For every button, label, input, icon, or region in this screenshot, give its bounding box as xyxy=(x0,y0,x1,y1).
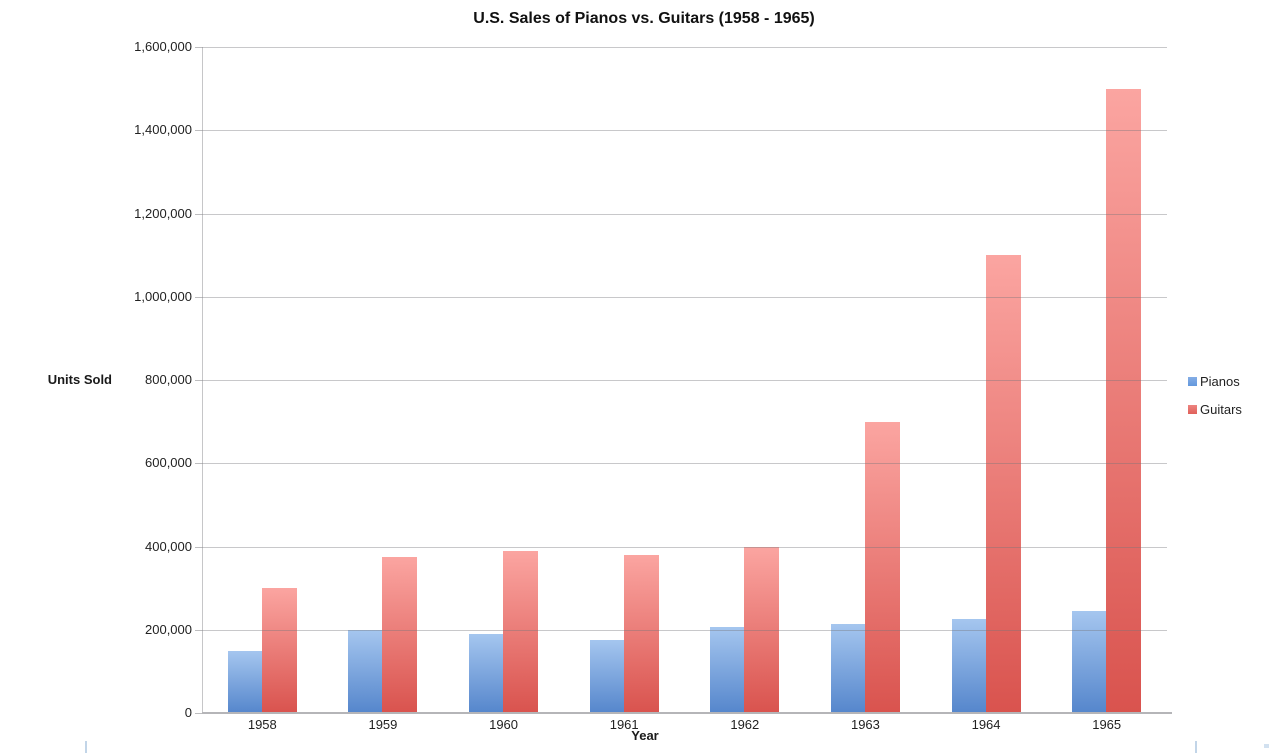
gridline xyxy=(202,130,1167,132)
y-tick-mark xyxy=(195,546,202,548)
y-tick-mark xyxy=(195,130,202,132)
legend-item-guitars: Guitars xyxy=(1188,399,1242,419)
x-tick-label: 1959 xyxy=(368,717,398,732)
legend-label: Guitars xyxy=(1200,401,1242,417)
x-tick-label: 1962 xyxy=(730,717,760,732)
gridline xyxy=(202,380,1167,381)
y-tick-mark xyxy=(195,629,202,631)
y-tick-label: 1,400,000 xyxy=(134,122,192,138)
y-axis-line xyxy=(202,47,203,713)
legend-swatch-pianos xyxy=(1188,376,1197,386)
x-axis-line xyxy=(202,712,1172,714)
bar-pianos-1960 xyxy=(469,633,504,713)
y-tick-mark xyxy=(195,713,202,714)
y-tick-label: 600,000 xyxy=(145,455,192,471)
gridline xyxy=(202,213,1167,215)
legend: Pianos Guitars xyxy=(1188,371,1242,427)
y-tick-label: 200,000 xyxy=(145,621,192,637)
bar-pianos-1959 xyxy=(348,629,383,713)
y-axis-title: Units Sold xyxy=(47,372,112,387)
selection-handle-artifact xyxy=(1195,741,1197,753)
x-tick-label: 1963 xyxy=(850,717,880,732)
y-tick-mark xyxy=(195,47,202,48)
bar-pianos-1965 xyxy=(1072,611,1107,713)
bar-guitars-1959 xyxy=(382,556,418,713)
y-tick-label: 0 xyxy=(184,705,192,720)
bar-guitars-1965 xyxy=(1106,88,1142,713)
gridline xyxy=(202,629,1167,631)
bar-guitars-1962 xyxy=(744,546,780,713)
bar-guitars-1961 xyxy=(623,554,659,713)
x-tick-label: 1964 xyxy=(971,717,1001,732)
y-tick-mark xyxy=(195,213,202,215)
bar-guitars-1963 xyxy=(864,421,900,713)
legend-label: Pianos xyxy=(1200,373,1240,389)
bar-pianos-1961 xyxy=(589,640,624,713)
y-tick-mark xyxy=(195,296,202,298)
bar-guitars-1960 xyxy=(503,550,539,713)
legend-item-pianos: Pianos xyxy=(1188,371,1242,391)
gridline xyxy=(202,296,1167,298)
x-axis-title: Year xyxy=(631,728,659,743)
gridline xyxy=(202,47,1167,48)
gridline xyxy=(202,463,1167,465)
y-tick-label: 1,200,000 xyxy=(134,205,192,221)
y-tick-mark xyxy=(195,463,202,465)
y-tick-mark xyxy=(195,380,202,381)
bar-pianos-1962 xyxy=(710,626,745,713)
x-tick-label: 1965 xyxy=(1092,717,1122,732)
gridline xyxy=(202,546,1167,548)
bar-pianos-1958 xyxy=(227,650,262,713)
y-tick-label: 1,000,000 xyxy=(134,288,192,304)
bar-pianos-1963 xyxy=(830,623,865,713)
legend-swatch-guitars xyxy=(1188,404,1197,414)
bar-pianos-1964 xyxy=(951,619,986,713)
y-tick-label: 400,000 xyxy=(145,538,192,554)
x-tick-label: 1960 xyxy=(489,717,519,732)
y-tick-label: 1,600,000 xyxy=(134,39,192,54)
selection-handle-artifact xyxy=(1264,744,1269,748)
selection-handle-artifact xyxy=(85,741,87,753)
y-tick-label: 800,000 xyxy=(145,372,192,387)
chart-title: U.S. Sales of Pianos vs. Guitars (1958 -… xyxy=(473,10,815,27)
bar-guitars-1958 xyxy=(261,588,297,713)
x-tick-label: 1961 xyxy=(609,717,639,732)
bar-guitars-1964 xyxy=(985,255,1021,713)
x-tick-label: 1958 xyxy=(247,717,277,732)
